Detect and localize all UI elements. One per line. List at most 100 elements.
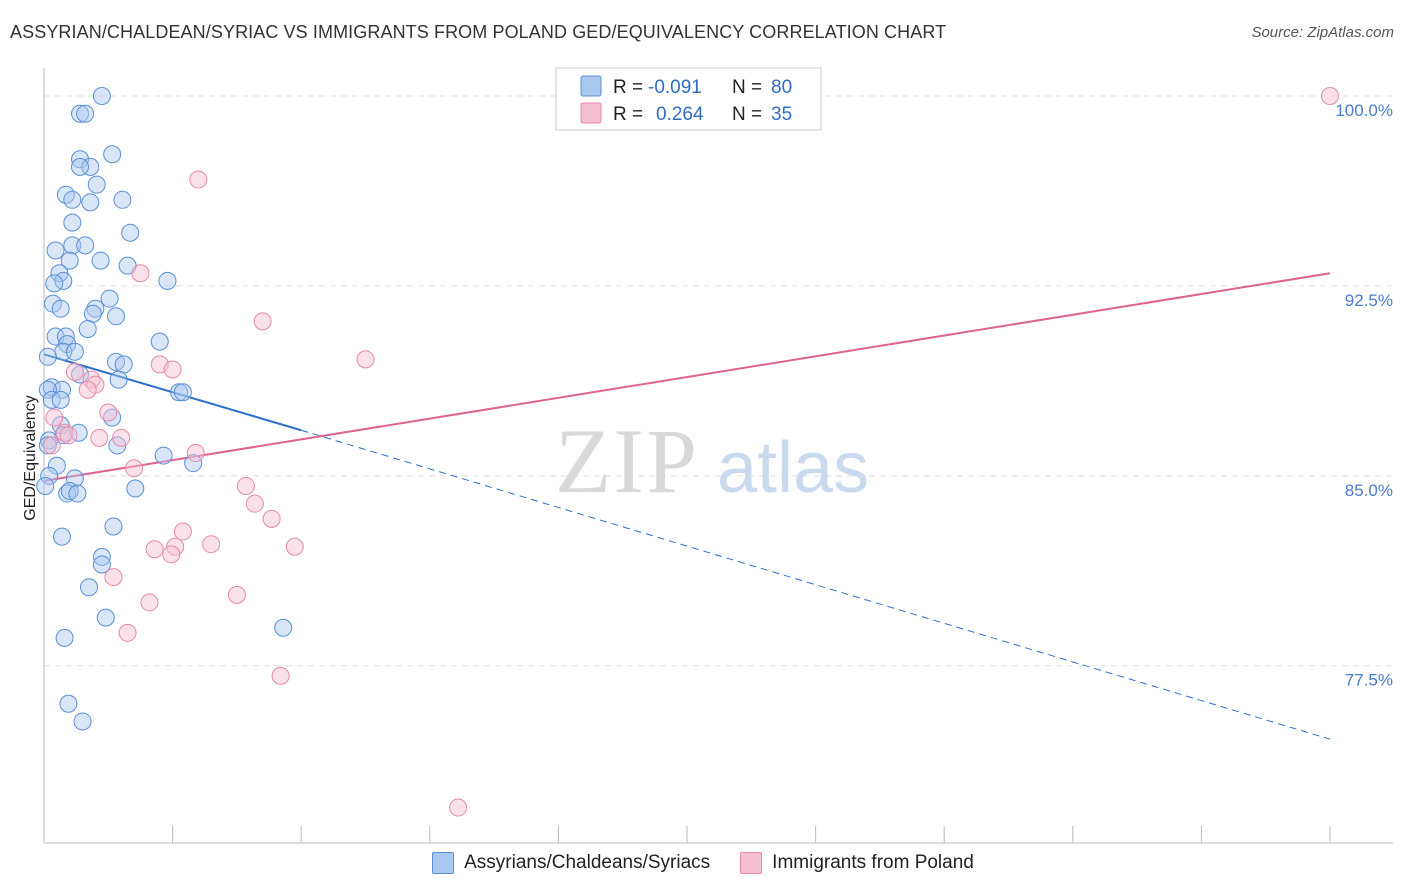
- point-assyrians: [53, 527, 72, 546]
- point-assyrians: [73, 712, 92, 731]
- point-assyrians: [158, 271, 177, 290]
- tick-labels: 100.0%92.5%85.0%77.5%0.0%100.0%: [1335, 101, 1393, 690]
- point-poland: [202, 535, 221, 554]
- point-poland: [112, 428, 131, 447]
- point-poland: [163, 360, 182, 379]
- grid-lines: [44, 95, 1392, 667]
- point-assyrians: [76, 104, 95, 123]
- point-assyrians: [114, 355, 133, 374]
- point-assyrians: [55, 628, 74, 647]
- point-assyrians: [45, 274, 64, 293]
- legend-label: Assyrians/Chaldeans/Syriacs: [464, 852, 711, 873]
- point-poland: [285, 537, 304, 556]
- point-assyrians: [96, 608, 115, 627]
- point-assyrians: [107, 307, 126, 326]
- point-assyrians: [60, 251, 79, 270]
- point-assyrians: [87, 175, 106, 194]
- point-assyrians: [58, 484, 77, 503]
- point-assyrians: [38, 380, 57, 399]
- legend-swatch-pink: [740, 852, 763, 874]
- point-poland: [162, 545, 181, 564]
- point-poland: [236, 476, 255, 495]
- point-assyrians: [113, 190, 132, 209]
- point-assyrians: [170, 383, 189, 402]
- point-assyrians: [100, 289, 119, 308]
- trend-lines: [43, 272, 1331, 740]
- point-assyrians: [154, 446, 173, 465]
- point-poland: [227, 585, 246, 604]
- series-legend: Assyrians/Chaldeans/Syriacs Immigrants f…: [0, 852, 1406, 874]
- watermark-atlas: atlas: [717, 428, 869, 508]
- y-tick-label: 77.5%: [1345, 671, 1393, 690]
- legend-swatch-blue: [580, 75, 602, 97]
- legend-swatch-pink: [580, 102, 602, 124]
- point-assyrians: [104, 517, 123, 536]
- point-assyrians: [69, 423, 88, 442]
- point-assyrians: [63, 190, 82, 209]
- legend-r-label: R =: [613, 77, 643, 98]
- point-assyrians: [150, 332, 169, 351]
- point-assyrians: [56, 327, 75, 346]
- point-poland: [189, 170, 208, 189]
- point-poland: [173, 522, 192, 541]
- point-assyrians: [126, 479, 145, 498]
- trendline-poland: [43, 272, 1331, 482]
- point-poland: [131, 264, 150, 283]
- point-assyrians: [91, 251, 110, 270]
- legend-r-value: -0.091: [648, 77, 702, 98]
- legend-label: Immigrants from Poland: [772, 852, 974, 873]
- point-assyrians: [103, 145, 122, 164]
- point-assyrians: [42, 390, 61, 409]
- point-assyrians: [46, 241, 65, 260]
- point-assyrians: [36, 476, 55, 495]
- point-poland: [253, 312, 272, 331]
- correlation-legend: R = -0.091 N = 80 R = 0.264 N = 35: [555, 67, 822, 131]
- point-poland: [104, 568, 123, 587]
- point-assyrians: [65, 342, 84, 361]
- legend-n-label: N =: [732, 104, 762, 125]
- point-assyrians: [92, 555, 111, 574]
- point-assyrians: [51, 299, 70, 318]
- point-poland: [356, 350, 375, 369]
- point-poland: [125, 459, 144, 478]
- point-assyrians: [92, 86, 111, 105]
- point-poland: [1321, 86, 1339, 105]
- point-assyrians: [81, 157, 100, 176]
- y-tick-label: 92.5%: [1345, 291, 1393, 310]
- point-assyrians: [184, 454, 203, 473]
- point-assyrians: [71, 365, 90, 384]
- point-assyrians: [63, 213, 82, 232]
- legend-item-poland: Immigrants from Poland: [740, 852, 974, 874]
- point-assyrians: [47, 456, 66, 475]
- point-poland: [271, 666, 290, 685]
- point-poland: [78, 380, 97, 399]
- point-assyrians: [80, 578, 99, 597]
- point-assyrians: [92, 547, 111, 566]
- legend-swatch-blue: [432, 852, 455, 874]
- point-poland: [449, 798, 468, 817]
- point-assyrians: [83, 304, 102, 323]
- legend-item-assyrians: Assyrians/Chaldeans/Syriacs: [432, 852, 710, 874]
- point-assyrians: [51, 390, 70, 409]
- point-assyrians: [40, 466, 59, 485]
- legend-n-value: 80: [771, 77, 792, 98]
- chart-title: ASSYRIAN/CHALDEAN/SYRIAC VS IMMIGRANTS F…: [10, 22, 947, 42]
- y-axis-title: GED/Equivalency: [22, 395, 39, 520]
- trendline-assyrians: [43, 353, 302, 432]
- point-assyrians: [86, 299, 105, 318]
- source-label: Source: ZipAtlas.com: [1251, 24, 1394, 41]
- legend-n-label: N =: [732, 77, 762, 98]
- point-assyrians: [38, 347, 57, 366]
- point-poland: [65, 363, 84, 381]
- watermark-zip: ZIP: [555, 410, 699, 512]
- point-assyrians: [78, 319, 97, 338]
- point-assyrians: [76, 236, 95, 255]
- point-assyrians: [68, 484, 87, 503]
- data-points: [36, 86, 1339, 817]
- axes: [43, 68, 1393, 844]
- point-poland: [45, 408, 64, 427]
- point-poland: [59, 426, 78, 445]
- point-assyrians: [59, 694, 78, 713]
- point-poland: [186, 444, 205, 463]
- point-poland: [145, 540, 164, 559]
